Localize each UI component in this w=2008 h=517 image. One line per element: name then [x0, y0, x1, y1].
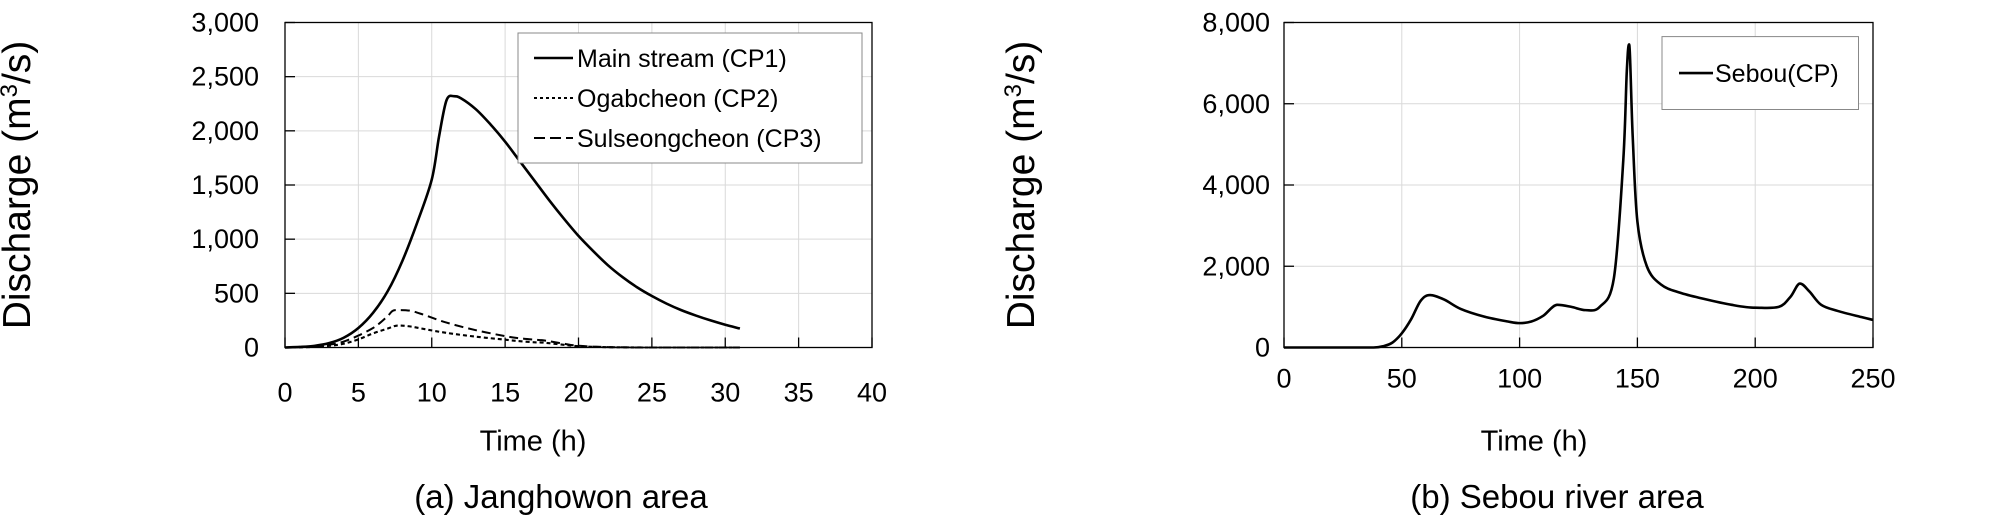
- svg-text:1,000: 1,000: [191, 224, 259, 254]
- svg-text:0: 0: [1276, 364, 1291, 394]
- svg-text:8,000: 8,000: [1202, 8, 1270, 38]
- svg-text:0: 0: [277, 378, 292, 408]
- svg-text:Sulseongcheon (CP3): Sulseongcheon (CP3): [577, 125, 822, 153]
- svg-text:50: 50: [1387, 364, 1417, 394]
- svg-text:4,000: 4,000: [1202, 170, 1270, 200]
- svg-text:2,500: 2,500: [191, 62, 259, 92]
- svg-text:3,000: 3,000: [191, 8, 259, 38]
- svg-text:Time (h): Time (h): [480, 426, 587, 458]
- svg-text:15: 15: [490, 378, 520, 408]
- svg-text:25: 25: [637, 378, 667, 408]
- svg-text:1,500: 1,500: [191, 170, 259, 200]
- svg-text:Sebou(CP): Sebou(CP): [1715, 60, 1839, 88]
- svg-text:35: 35: [784, 378, 814, 408]
- svg-text:40: 40: [857, 378, 887, 408]
- svg-text:2,000: 2,000: [191, 116, 259, 146]
- svg-text:Discharge (m3/s): Discharge (m3/s): [0, 41, 39, 330]
- svg-text:200: 200: [1733, 364, 1778, 394]
- svg-text:6,000: 6,000: [1202, 89, 1270, 119]
- svg-text:0: 0: [244, 333, 259, 363]
- svg-text:20: 20: [563, 378, 593, 408]
- svg-text:Main stream (CP1): Main stream (CP1): [577, 45, 787, 73]
- svg-text:0: 0: [1255, 333, 1270, 363]
- svg-text:Discharge (m3/s): Discharge (m3/s): [1004, 41, 1043, 330]
- svg-text:500: 500: [214, 278, 259, 308]
- svg-text:250: 250: [1850, 364, 1895, 394]
- svg-text:30: 30: [710, 378, 740, 408]
- svg-text:(a) Janghowon area: (a) Janghowon area: [414, 478, 708, 515]
- svg-text:2,000: 2,000: [1202, 251, 1270, 281]
- svg-text:100: 100: [1497, 364, 1542, 394]
- svg-text:5: 5: [351, 378, 366, 408]
- svg-text:Time (h): Time (h): [1481, 426, 1588, 458]
- svg-text:10: 10: [417, 378, 447, 408]
- svg-text:150: 150: [1615, 364, 1660, 394]
- svg-text:Ogabcheon (CP2): Ogabcheon (CP2): [577, 85, 779, 113]
- svg-text:(b) Sebou river area: (b) Sebou river area: [1410, 478, 1704, 515]
